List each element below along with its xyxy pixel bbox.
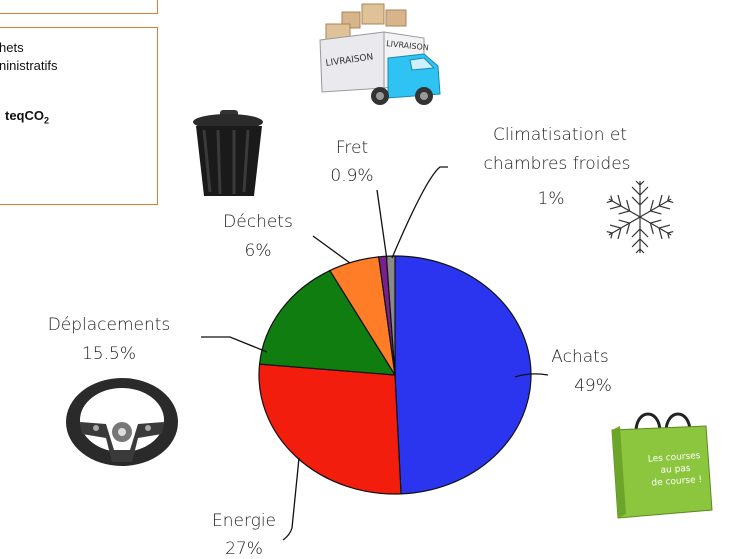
leader-fret: [376, 189, 388, 261]
leader-climatisation: [391, 166, 448, 259]
total-unit-sub: 2: [44, 115, 50, 126]
info-line-2: ninistratifs: [0, 58, 58, 73]
bag-text: Les coursesau pasde course !: [648, 451, 703, 489]
label-climatisation-line2: chambres froides: [483, 154, 630, 174]
value-achats: 49%: [574, 376, 612, 396]
label-deplacements: Déplacements: [48, 315, 171, 335]
label-energie: Energie: [212, 511, 276, 531]
leader-dechets: [312, 235, 351, 264]
label-climatisation-line1: Climatisation et: [493, 125, 627, 145]
leader-deplacements: [201, 336, 268, 353]
shopping-bag-icon: Les coursesau pasde course !: [611, 412, 713, 519]
label-fret: Fret: [336, 138, 368, 158]
trash-bin-icon: [193, 110, 263, 196]
info-line-1: hets: [0, 40, 24, 55]
value-energie: 27%: [225, 539, 263, 559]
value-deplacements: 15.5%: [82, 344, 136, 364]
leader-energie: [282, 457, 300, 541]
truck-text-2: LIVRAISON: [386, 39, 429, 52]
header-box-fragment: [0, 0, 158, 14]
leader-achats: [514, 373, 549, 378]
total-unit-text: teqCO: [5, 108, 44, 123]
pie-slice-energie: [258, 363, 402, 495]
pie-slice-achats: [394, 255, 532, 495]
delivery-truck-icon: LIVRAISON LIVRAISON: [319, 3, 441, 105]
pie-slice-deplacements: [258, 269, 397, 376]
label-achats: Achats: [551, 347, 608, 367]
value-fret: 0.9%: [330, 166, 373, 186]
snowflake-icon: [604, 180, 676, 254]
info-box: hets ninistratifs teqCO2: [0, 27, 158, 205]
label-dechets: Déchets: [223, 212, 293, 232]
value-dechets: 6%: [245, 241, 272, 261]
steering-wheel-icon: [66, 378, 178, 466]
value-climatisation: 1%: [538, 189, 565, 209]
info-total-unit: teqCO2: [5, 108, 49, 126]
